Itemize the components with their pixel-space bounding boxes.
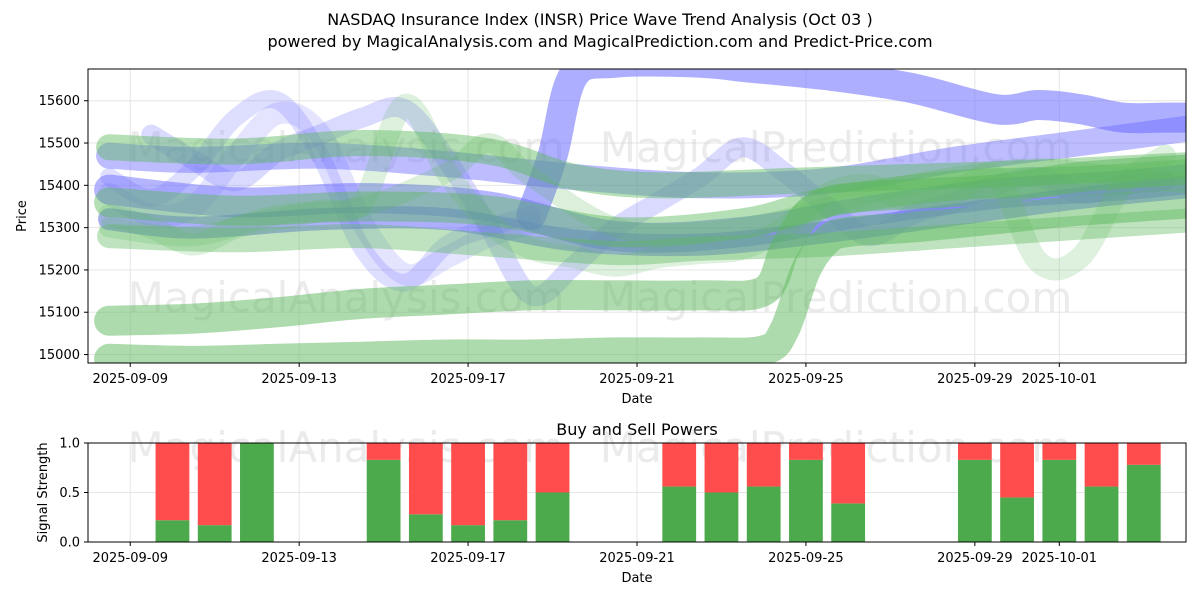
- x-tick-label: 2025-09-25: [768, 372, 844, 387]
- series-group: [94, 69, 1186, 363]
- buy-bar: [197, 525, 232, 542]
- y-axis-label: Signal Strength: [36, 442, 51, 542]
- y-tick-label: 15300: [39, 221, 80, 236]
- series-line-0: [100, 90, 541, 292]
- sell-bar: [408, 443, 443, 515]
- sell-bar: [746, 443, 781, 487]
- buy-bar: [451, 525, 485, 542]
- sell-bar: [704, 443, 739, 493]
- y-axis-label: Price: [15, 200, 30, 232]
- x-tick-label: 2025-09-13: [261, 372, 337, 387]
- y-tick-label: 15600: [39, 94, 80, 109]
- sell-bar: [831, 443, 866, 504]
- x-axis-label: Date: [621, 392, 652, 407]
- y-tick-label: 15400: [39, 179, 80, 194]
- x-axis-label: Date: [621, 571, 652, 586]
- buy-bar: [493, 520, 528, 542]
- sell-bar: [155, 443, 190, 521]
- x-tick-label: 2025-09-09: [92, 372, 168, 387]
- x-tick-label: 2025-09-25: [768, 551, 844, 566]
- buy-bar: [408, 514, 443, 542]
- x-tick-label: 2025-09-29: [937, 372, 1013, 387]
- buy-bar: [155, 520, 190, 542]
- buy-bar: [535, 492, 570, 542]
- y-tick-label: 15200: [39, 263, 80, 278]
- y-tick-label: 0.5: [59, 486, 80, 501]
- x-tick-label: 2025-09-13: [261, 551, 337, 566]
- series-line-12: [94, 154, 1186, 336]
- buy-bar: [1042, 459, 1077, 542]
- buy-bar: [831, 503, 866, 542]
- watermark-text: MagicalAnalysis.com: [128, 123, 565, 172]
- series-line-13: [94, 188, 1186, 363]
- sell-bar: [1000, 443, 1034, 498]
- buy-bar: [366, 459, 401, 542]
- buy-bar: [789, 459, 823, 542]
- sell-bar: [197, 443, 232, 526]
- sell-bar: [451, 443, 485, 526]
- series-line-4: [96, 115, 1186, 199]
- buy-sell-chart: Buy and Sell PowersMagicalAnalysis.comMa…: [36, 420, 1187, 586]
- x-tick-label: 2025-10-01: [1022, 551, 1098, 566]
- y-tick-label: 0.0: [59, 536, 80, 551]
- sell-bar: [535, 443, 570, 493]
- x-tick-label: 2025-09-21: [599, 551, 675, 566]
- watermark-text: MagicalPrediction.com: [600, 123, 1073, 172]
- x-tick-label: 2025-09-17: [430, 551, 506, 566]
- series-line-3: [516, 69, 1186, 230]
- buy-bar: [240, 443, 274, 542]
- buy-bar: [1000, 497, 1034, 542]
- series-line-9: [96, 130, 1186, 199]
- y-tick-label: 15500: [39, 137, 80, 152]
- buy-bar: [1126, 464, 1161, 542]
- price-chart: MagicalAnalysis.com MagicalPrediction.com…: [15, 68, 1187, 407]
- buy-bar: [957, 459, 992, 542]
- sell-bar: [957, 443, 992, 460]
- buy-sell-title: Buy and Sell Powers: [556, 420, 718, 439]
- y-tick-label: 1.0: [59, 437, 80, 452]
- y-tick-label: 15100: [39, 306, 80, 321]
- buy-bar: [746, 486, 781, 542]
- x-tick-label: 2025-09-09: [92, 551, 168, 566]
- sell-bar: [493, 443, 528, 521]
- figure-title: NASDAQ Insurance Index (INSR) Price Wave…: [327, 10, 872, 29]
- sell-bar: [1084, 443, 1119, 487]
- y-tick-label: 15000: [39, 348, 80, 363]
- sell-bar: [1126, 443, 1161, 465]
- x-tick-label: 2025-09-21: [599, 372, 675, 387]
- figure-subtitle: powered by MagicalAnalysis.com and Magic…: [267, 32, 932, 51]
- buy-bar: [662, 486, 697, 542]
- x-tick-label: 2025-10-01: [1022, 372, 1098, 387]
- buy-bar: [704, 492, 739, 542]
- series-line-8: [99, 133, 1186, 247]
- x-tick-label: 2025-09-17: [430, 372, 506, 387]
- x-tick-label: 2025-09-29: [937, 551, 1013, 566]
- sell-bar: [1042, 443, 1077, 460]
- buy-bar: [1084, 486, 1119, 542]
- sell-bar: [662, 443, 697, 487]
- sell-bar: [366, 443, 401, 460]
- sell-bar: [789, 443, 823, 460]
